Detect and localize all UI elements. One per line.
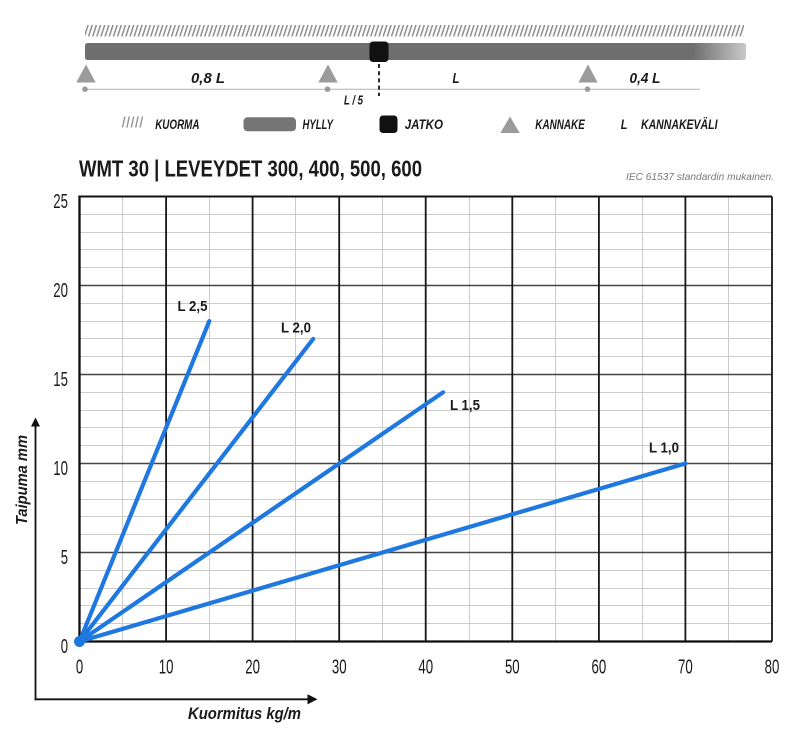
svg-text:0: 0 bbox=[76, 657, 83, 679]
svg-text:50: 50 bbox=[505, 657, 520, 679]
svg-text:JATKO: JATKO bbox=[405, 117, 444, 132]
svg-text:L 2,5: L 2,5 bbox=[178, 298, 208, 315]
svg-text:10: 10 bbox=[159, 657, 174, 679]
svg-text:15: 15 bbox=[53, 369, 68, 391]
svg-text:0: 0 bbox=[61, 636, 68, 658]
svg-text:HYLLY: HYLLY bbox=[303, 117, 335, 132]
svg-text:L: L bbox=[453, 70, 460, 87]
svg-text:Kuormitus kg/m: Kuormitus kg/m bbox=[188, 704, 301, 723]
svg-text:KUORMA: KUORMA bbox=[155, 117, 199, 132]
svg-text:0,4 L: 0,4 L bbox=[630, 70, 661, 87]
svg-text:80: 80 bbox=[765, 657, 780, 679]
svg-text:20: 20 bbox=[245, 657, 260, 679]
svg-text:WMT 30 | LEVEYDET 300, 400, 50: WMT 30 | LEVEYDET 300, 400, 500, 600 bbox=[79, 156, 422, 182]
svg-text:5: 5 bbox=[61, 547, 68, 569]
svg-text:60: 60 bbox=[592, 657, 607, 679]
svg-text:Taipuma mm: Taipuma mm bbox=[14, 435, 31, 525]
svg-text:L / 5: L / 5 bbox=[344, 94, 364, 108]
svg-text:10: 10 bbox=[53, 458, 68, 480]
svg-text:40: 40 bbox=[418, 657, 433, 679]
svg-text:L 1,0: L 1,0 bbox=[649, 440, 679, 457]
svg-text:0,8 L: 0,8 L bbox=[191, 70, 225, 87]
svg-text:L: L bbox=[621, 117, 628, 132]
svg-text:KANNAKEVÄLI: KANNAKEVÄLI bbox=[641, 117, 718, 132]
svg-text:25: 25 bbox=[53, 191, 68, 213]
svg-text:KANNAKE: KANNAKE bbox=[535, 117, 585, 132]
svg-text:L 2,0: L 2,0 bbox=[281, 320, 311, 337]
svg-text:70: 70 bbox=[678, 657, 693, 679]
svg-text:L 1,5: L 1,5 bbox=[450, 397, 480, 414]
svg-text:30: 30 bbox=[332, 657, 347, 679]
svg-text:IEC 61537 standardin mukainen.: IEC 61537 standardin mukainen. bbox=[626, 171, 774, 183]
svg-text:20: 20 bbox=[53, 280, 68, 302]
